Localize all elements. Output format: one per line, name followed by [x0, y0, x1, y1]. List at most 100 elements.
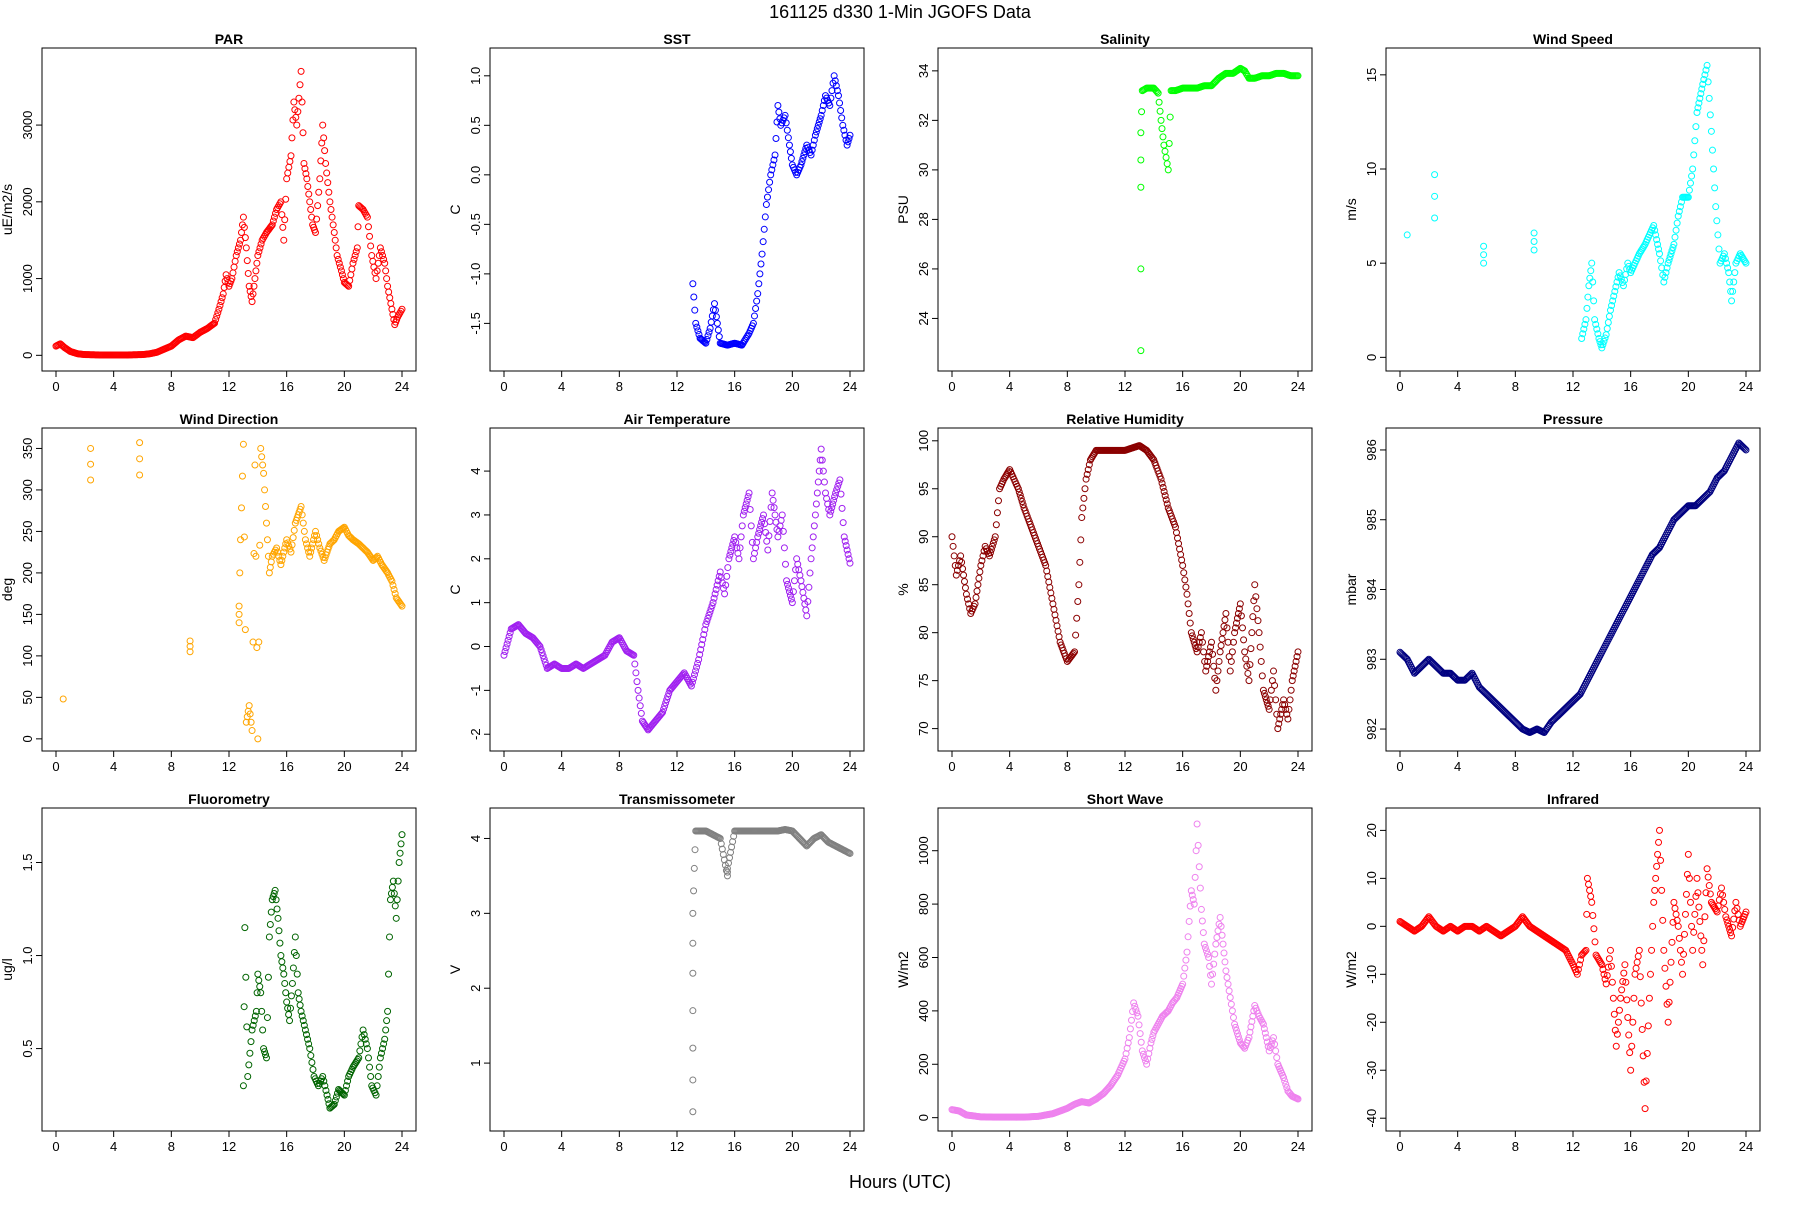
data-point	[689, 1076, 697, 1084]
data-point	[989, 539, 997, 547]
data-point	[1222, 967, 1230, 975]
data-point	[1742, 908, 1750, 916]
y-tick-label: 4	[468, 467, 483, 474]
x-tick-label: 20	[785, 759, 799, 774]
data-point	[332, 1093, 340, 1101]
data-point	[786, 148, 794, 156]
data-point	[1714, 231, 1722, 239]
data-point	[1680, 950, 1688, 958]
data-point	[988, 542, 996, 550]
y-tick-label: -1.0	[468, 263, 483, 285]
data-point	[1218, 931, 1226, 939]
data-point	[1146, 1044, 1154, 1052]
data-point	[1713, 217, 1721, 225]
data-point	[364, 1054, 372, 1062]
x-tick-label: 24	[843, 379, 857, 394]
panel-relative-humidity: Relative Humidity% 0 4 8 12 16 20 24 70 75 80 85 90 9…	[895, 411, 1313, 774]
data-point	[252, 1007, 260, 1015]
y-tick-label: 15	[1364, 68, 1379, 82]
data-point	[658, 710, 666, 718]
data-point	[1727, 287, 1735, 295]
data-point	[363, 213, 371, 221]
data-point	[1227, 1000, 1235, 1008]
data-point	[1704, 873, 1712, 881]
x-tick-label: 24	[1291, 759, 1305, 774]
data-point	[1210, 960, 1218, 968]
data-point	[1232, 1023, 1240, 1031]
panel-title: Wind Direction	[180, 411, 279, 427]
data-point	[1158, 479, 1166, 487]
data-point	[1656, 826, 1663, 834]
data-point	[845, 135, 853, 143]
data-point	[280, 970, 288, 978]
data-point	[383, 568, 391, 576]
data-point	[1686, 179, 1694, 187]
data-point	[1665, 998, 1673, 1006]
data-point	[1188, 632, 1196, 640]
data-point	[1200, 940, 1208, 948]
x-tick-label: 4	[1006, 379, 1013, 394]
data-point	[323, 1091, 331, 1099]
data-point	[333, 252, 341, 260]
y-axis-label: deg	[0, 578, 15, 601]
data-point	[1138, 108, 1146, 116]
data-point	[1250, 597, 1258, 605]
data-point	[1644, 1022, 1652, 1030]
data-point	[665, 690, 673, 698]
data-point	[247, 718, 255, 726]
x-tick-label: 24	[1291, 1139, 1305, 1154]
data-point	[784, 134, 792, 142]
data-point	[1224, 638, 1232, 646]
y-tick-label: 5	[1364, 260, 1379, 267]
data-point	[1153, 88, 1161, 96]
data-point	[312, 527, 319, 535]
data-point	[1198, 917, 1206, 925]
data-point	[1581, 320, 1589, 328]
x-tick-label: 8	[1512, 379, 1519, 394]
data-point	[1282, 705, 1290, 713]
data-point	[504, 636, 512, 644]
data-point	[232, 252, 240, 260]
data-point	[809, 141, 817, 149]
data-point	[1260, 1025, 1268, 1033]
data-point	[1661, 964, 1669, 972]
data-point	[1603, 971, 1611, 979]
y-tick-label: 0.5	[20, 1040, 35, 1058]
data-point	[1717, 884, 1725, 892]
data-point	[1165, 139, 1173, 147]
data-point	[268, 221, 276, 229]
data-point	[1480, 259, 1488, 267]
data-point	[788, 599, 796, 607]
y-tick-label: 10	[1364, 871, 1379, 885]
data-point	[952, 571, 960, 579]
data-point	[1628, 1042, 1636, 1050]
data-point	[296, 1001, 304, 1009]
data-point	[252, 267, 260, 275]
data-point	[774, 533, 782, 541]
data-point	[1600, 970, 1608, 978]
data-point	[1257, 657, 1265, 665]
data-point	[742, 500, 750, 508]
data-point	[712, 313, 720, 321]
panel-title: Short Wave	[1087, 791, 1164, 807]
data-point	[278, 556, 286, 564]
data-point	[280, 548, 288, 556]
data-point	[1197, 905, 1205, 913]
data-point	[810, 522, 818, 530]
data-point	[1147, 1039, 1155, 1047]
data-point	[689, 1108, 697, 1116]
data-point	[360, 1031, 368, 1039]
data-point	[312, 229, 319, 237]
data-point	[379, 1045, 387, 1053]
data-point	[373, 267, 381, 275]
data-point	[1123, 1044, 1131, 1052]
x-tick-label: 8	[616, 379, 623, 394]
data-point	[1650, 222, 1658, 230]
data-point	[1076, 558, 1084, 566]
data-point	[1609, 994, 1617, 1002]
data-point	[301, 165, 309, 173]
data-point	[1202, 667, 1210, 675]
data-point	[1711, 184, 1719, 192]
data-point	[1671, 904, 1679, 912]
data-point	[723, 572, 731, 580]
